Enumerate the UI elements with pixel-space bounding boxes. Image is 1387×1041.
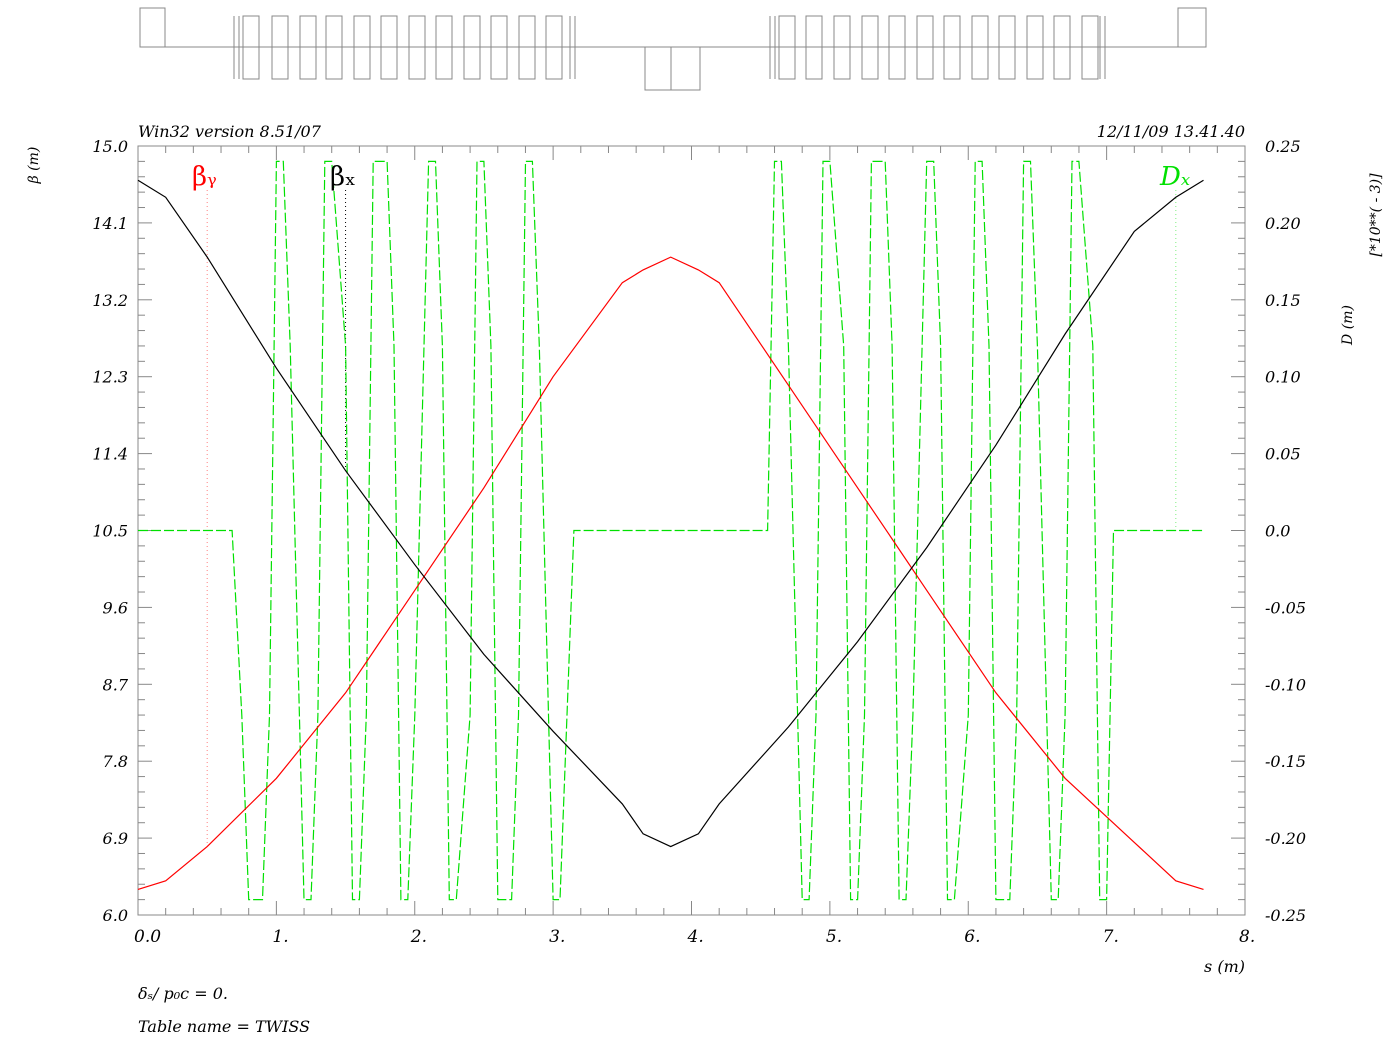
lattice-magnet-box (916, 15, 934, 80)
lattice-magnet-box (271, 15, 289, 80)
legend-beta-x: βₓ (330, 162, 356, 192)
y-left-tick-label: 9.6 (103, 598, 128, 617)
left-axis-title: β (m) (26, 147, 42, 185)
x-tick-label: 4. (687, 927, 704, 947)
timestamp-label: 12/11/09 13.41.40 (1097, 122, 1245, 141)
beta-x-line (137, 179, 1204, 848)
lattice-magnet-box (1081, 15, 1099, 80)
lattice-magnet-box (778, 15, 796, 80)
y-left-tick-label: 6.9 (103, 829, 128, 848)
x-tick-label: 0.0 (134, 927, 161, 947)
lattice-magnet-box (998, 15, 1016, 80)
x-tick-label: 6. (964, 927, 980, 947)
lattice-magnet-box (299, 15, 317, 80)
x-tick-label: 5. (826, 927, 842, 947)
y-right-tick-label: -0.20 (1265, 829, 1306, 848)
lattice-magnet-box (805, 15, 823, 80)
lattice-magnet-box (545, 15, 563, 80)
d-x-line (138, 160, 1204, 901)
lattice-magnet-box (833, 15, 851, 80)
lattice-magnet-box (463, 15, 481, 80)
y-right-tick-label: 0.25 (1265, 137, 1301, 156)
lattice-element-box (1177, 7, 1207, 48)
legend-beta-y: βᵧ (192, 162, 217, 192)
lattice-magnet-box (408, 15, 426, 80)
y-right-tick-label: 0.15 (1265, 291, 1301, 310)
x-axis-title: s (m) (1204, 957, 1245, 976)
y-right-tick-label: 0.10 (1265, 368, 1301, 387)
axis-ticks: 0.0 1. 2. 3. 4. 5. 6. 7. 8. 6.0 -0.25 6.9 -0.20 7.8 -0… (92, 137, 1306, 947)
y-left-tick-label: 15.0 (92, 137, 128, 156)
lattice-magnet-box (435, 15, 453, 80)
lattice-magnet-box (943, 15, 961, 80)
lattice-element-box (670, 46, 701, 91)
right-axis-title-d: D (m) (1340, 305, 1356, 346)
y-right-tick-label: -0.10 (1265, 675, 1306, 694)
y-right-tick-label: -0.25 (1265, 906, 1306, 925)
y-right-tick-label: -0.15 (1265, 752, 1306, 771)
y-left-tick-label: 11.4 (92, 445, 128, 464)
x-tick-label: 8. (1239, 927, 1255, 947)
legend-d-x: Dₓ (1159, 162, 1190, 192)
lattice-magnet-box (1026, 15, 1044, 80)
beta-y-line (137, 256, 1204, 890)
lattice-magnet-box (242, 15, 260, 80)
lattice-magnet-box (971, 15, 989, 80)
y-left-tick-label: 8.7 (103, 675, 129, 694)
y-left-tick-label: 12.3 (92, 368, 128, 387)
lattice-magnet-box (888, 15, 906, 80)
y-left-tick-label: 7.8 (103, 752, 128, 771)
y-left-tick-label: 14.1 (92, 214, 128, 233)
series-lines (137, 160, 1204, 901)
x-tick-label: 1. (272, 927, 288, 947)
y-right-tick-label: 0.05 (1265, 445, 1301, 464)
y-left-tick-label: 10.5 (92, 522, 128, 541)
version-label: Win32 version 8.51/07 (138, 122, 322, 141)
x-tick-label: 7. (1103, 927, 1119, 947)
y-right-tick-label: 0.0 (1265, 522, 1290, 541)
y-right-tick-label: -0.05 (1265, 598, 1306, 617)
lattice-magnet-box (1053, 15, 1071, 80)
lattice-element-box (644, 46, 672, 91)
lattice-magnet-box (353, 15, 371, 80)
y-left-tick-label: 13.2 (92, 291, 128, 310)
lattice-magnet-box (325, 15, 343, 80)
lattice-magnet-box (861, 15, 879, 80)
x-tick-label: 3. (549, 927, 565, 947)
y-right-tick-label: 0.20 (1265, 214, 1301, 233)
lattice-magnet-box (380, 15, 398, 80)
y-left-tick-label: 6.0 (103, 906, 128, 925)
x-tick-label: 2. (410, 927, 427, 947)
lattice-magnet-box (518, 15, 536, 80)
lattice-layout (139, 7, 1207, 91)
delta-label: δₛ/ p₀c = 0. (138, 984, 228, 1003)
label-markers (206, 190, 1177, 847)
right-axis-title-units: [*10**( - 3)] (1368, 173, 1384, 257)
table-name-label: Table name = TWISS (138, 1017, 310, 1036)
lattice-magnet-box (490, 15, 508, 80)
lattice-element-box (139, 7, 166, 48)
